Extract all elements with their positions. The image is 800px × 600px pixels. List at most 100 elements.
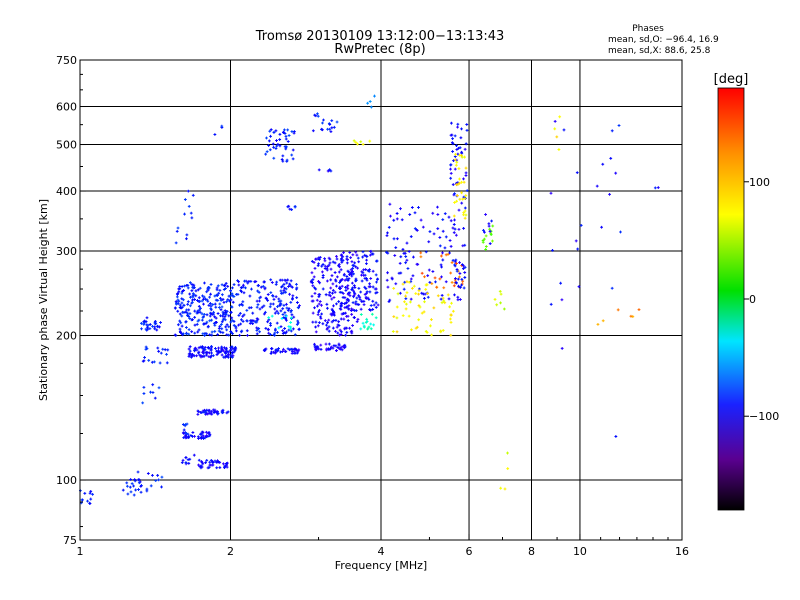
data-point bbox=[291, 157, 295, 161]
data-point bbox=[218, 324, 222, 328]
data-point bbox=[314, 330, 318, 334]
data-point bbox=[361, 250, 365, 254]
data-point bbox=[237, 280, 240, 284]
data-point bbox=[374, 273, 378, 277]
data-point bbox=[148, 323, 152, 326]
data-point bbox=[217, 460, 220, 464]
data-point bbox=[411, 274, 415, 278]
data-point bbox=[401, 282, 405, 286]
data-point bbox=[499, 301, 502, 305]
data-point bbox=[284, 314, 288, 318]
data-point bbox=[253, 320, 257, 324]
data-point bbox=[315, 298, 319, 302]
data-point bbox=[271, 294, 275, 298]
data-point bbox=[288, 282, 292, 286]
data-point bbox=[329, 278, 333, 282]
data-point bbox=[140, 322, 143, 325]
x-axis: 1 2 4 6 8 10 16 bbox=[77, 534, 689, 558]
data-point bbox=[436, 213, 440, 216]
data-point bbox=[226, 350, 230, 354]
data-point bbox=[267, 144, 271, 147]
data-point bbox=[369, 277, 373, 280]
data-point bbox=[268, 129, 272, 133]
data-point bbox=[339, 333, 343, 336]
data-point bbox=[330, 274, 334, 277]
data-point bbox=[284, 135, 288, 138]
data-point bbox=[368, 253, 372, 257]
data-point bbox=[221, 312, 225, 316]
data-point bbox=[213, 302, 217, 306]
data-point bbox=[595, 184, 599, 188]
data-point bbox=[281, 307, 285, 311]
data-point bbox=[425, 283, 429, 287]
data-point bbox=[458, 298, 462, 301]
data-point bbox=[340, 312, 344, 316]
data-point bbox=[404, 255, 408, 258]
data-point bbox=[180, 291, 184, 295]
data-point bbox=[296, 319, 300, 323]
data-point bbox=[290, 153, 294, 157]
data-point bbox=[186, 302, 190, 306]
data-point bbox=[145, 489, 149, 493]
data-point bbox=[436, 227, 440, 231]
data-point bbox=[194, 289, 198, 293]
data-point bbox=[462, 213, 465, 217]
data-point bbox=[488, 242, 492, 246]
data-point bbox=[460, 278, 464, 281]
data-point bbox=[178, 319, 182, 323]
data-point bbox=[453, 260, 457, 264]
data-point bbox=[149, 484, 153, 488]
data-point bbox=[366, 101, 370, 105]
data-point bbox=[275, 280, 279, 284]
data-point bbox=[637, 308, 641, 312]
data-point bbox=[193, 434, 196, 438]
data-point bbox=[291, 296, 294, 300]
data-point bbox=[328, 257, 332, 261]
data-point bbox=[157, 386, 161, 390]
data-point bbox=[453, 134, 457, 138]
data-point bbox=[208, 333, 212, 337]
data-point bbox=[329, 130, 333, 134]
data-point bbox=[311, 299, 315, 303]
data-point bbox=[296, 351, 299, 355]
data-point bbox=[232, 324, 236, 327]
data-point bbox=[463, 197, 467, 201]
data-point bbox=[447, 215, 451, 219]
data-point bbox=[209, 312, 213, 315]
data-point bbox=[395, 316, 399, 320]
data-point bbox=[456, 152, 460, 156]
data-point bbox=[126, 492, 130, 496]
data-point bbox=[224, 282, 228, 285]
data-point bbox=[455, 199, 459, 203]
data-point bbox=[413, 211, 417, 215]
stats-line-o: mean, sd,O: −96.4, 16.9 bbox=[608, 35, 719, 45]
data-point bbox=[349, 271, 352, 275]
data-point bbox=[231, 300, 235, 304]
data-point bbox=[342, 251, 345, 254]
y-tick-label: 100 bbox=[56, 474, 77, 487]
data-point bbox=[629, 314, 633, 318]
data-point bbox=[443, 246, 447, 250]
data-point bbox=[417, 292, 420, 296]
data-point bbox=[213, 133, 217, 136]
data-point bbox=[258, 296, 262, 300]
data-point bbox=[222, 317, 226, 321]
data-point bbox=[297, 348, 301, 352]
data-point bbox=[410, 328, 413, 332]
data-point bbox=[200, 460, 203, 463]
data-point bbox=[193, 298, 197, 301]
data-point bbox=[394, 282, 398, 286]
data-point bbox=[177, 299, 181, 303]
data-point bbox=[460, 191, 463, 195]
data-point bbox=[369, 105, 373, 109]
data-point bbox=[289, 325, 293, 329]
data-point bbox=[453, 264, 457, 268]
data-point bbox=[455, 183, 459, 187]
data-point bbox=[451, 226, 455, 230]
data-point bbox=[557, 148, 561, 151]
data-point bbox=[457, 284, 460, 288]
data-point bbox=[614, 171, 618, 175]
data-point bbox=[207, 430, 211, 434]
data-point bbox=[184, 320, 188, 323]
data-point bbox=[88, 502, 92, 505]
